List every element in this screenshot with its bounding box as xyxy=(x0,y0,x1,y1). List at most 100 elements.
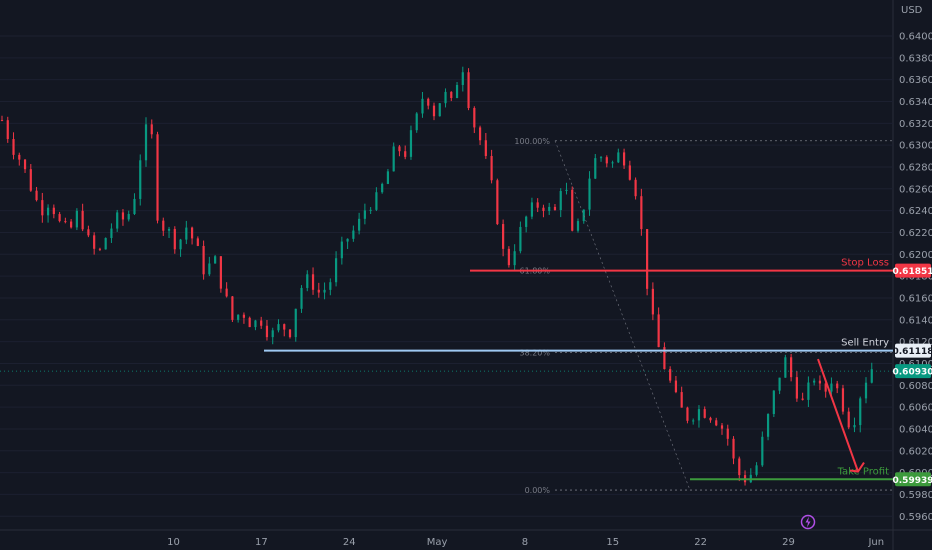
x-tick-label: 8 xyxy=(522,537,528,548)
projection-arrow-line xyxy=(817,358,859,472)
fib-level-label: 0.00% xyxy=(525,486,551,495)
candle-body xyxy=(29,169,32,191)
price-badge-label: 0.59939 xyxy=(893,476,932,486)
candle-body xyxy=(18,154,21,160)
candle-body xyxy=(755,465,758,475)
candle-body xyxy=(565,189,568,192)
candle-body xyxy=(582,209,585,222)
x-tick-label: Jun xyxy=(867,537,884,548)
candle-body xyxy=(628,165,631,180)
candle-body xyxy=(369,209,372,211)
candle-body xyxy=(847,411,850,428)
candle-body xyxy=(415,113,418,131)
lightning-icon[interactable] xyxy=(800,514,816,530)
candle-body xyxy=(300,287,303,309)
sell-entry-label: Sell Entry xyxy=(841,338,889,349)
candle-body xyxy=(870,369,873,383)
candle-body xyxy=(392,146,395,172)
candle-body xyxy=(594,158,597,179)
candle-body xyxy=(571,189,574,231)
candle-body xyxy=(622,152,626,166)
candle-body xyxy=(588,178,591,210)
candle-body xyxy=(548,206,551,211)
candle-body xyxy=(830,383,833,392)
price-badge xyxy=(895,263,931,278)
candle-body xyxy=(334,258,338,283)
candle-body xyxy=(726,428,729,439)
candle-body xyxy=(277,324,280,331)
candle-body xyxy=(519,226,522,252)
x-tick-label: May xyxy=(427,537,448,548)
candle-body xyxy=(386,171,390,184)
candle-body xyxy=(317,289,320,293)
candle-body xyxy=(478,127,482,141)
candle-body xyxy=(58,214,61,222)
candle-body xyxy=(611,162,614,164)
candle-body xyxy=(156,134,159,221)
candle-body xyxy=(461,72,464,85)
candle-body xyxy=(196,238,199,246)
candle-body xyxy=(496,180,499,225)
candle-body xyxy=(772,390,775,414)
candle-body xyxy=(680,392,683,408)
candle-body xyxy=(824,383,827,392)
candle-body xyxy=(311,274,315,290)
candles xyxy=(0,66,873,486)
candle-body xyxy=(455,84,459,98)
candle-body xyxy=(87,229,90,236)
fib-level-label: 100.00% xyxy=(514,137,550,146)
x-tick-label: 17 xyxy=(255,537,268,548)
candle-body xyxy=(818,380,822,384)
candle-body xyxy=(381,183,384,193)
candle-body xyxy=(363,210,366,219)
candle-body xyxy=(6,120,9,140)
candle-body xyxy=(530,202,534,217)
candle-body xyxy=(853,425,856,428)
candle-body xyxy=(375,192,378,210)
projection-arrow-head xyxy=(849,461,865,473)
candle-body xyxy=(260,320,263,326)
candle-body xyxy=(813,380,816,383)
candle-body xyxy=(841,388,845,412)
candle-body xyxy=(242,314,246,318)
candle-body xyxy=(559,191,562,211)
candle-body xyxy=(467,72,470,109)
candle-body xyxy=(732,438,735,459)
candle-body xyxy=(110,228,113,239)
currency-label: USD xyxy=(901,5,923,16)
candle-body xyxy=(404,151,407,157)
candle-body xyxy=(576,221,580,231)
candle-body xyxy=(231,296,234,320)
stop-loss-label: Stop Loss xyxy=(841,258,889,269)
candle-body xyxy=(225,288,228,297)
time-axis[interactable]: 101724May8152229Jun1215 xyxy=(167,537,932,548)
candle-body xyxy=(864,382,868,399)
candle-body xyxy=(144,124,148,161)
candle-body xyxy=(536,202,539,208)
candle-body xyxy=(93,235,96,249)
candle-body xyxy=(450,91,453,98)
candle-body xyxy=(64,221,67,223)
candle-body xyxy=(605,157,608,164)
candle-body xyxy=(127,214,130,220)
candle-body xyxy=(173,228,176,250)
price-badge xyxy=(895,472,931,487)
candle-body xyxy=(720,425,724,429)
candle-body xyxy=(513,251,516,266)
price-badge-label: 0.60930 xyxy=(893,368,932,378)
candle-body xyxy=(81,210,84,230)
candle-body xyxy=(502,224,505,249)
price-badge-label: 0.61851 xyxy=(893,267,932,277)
